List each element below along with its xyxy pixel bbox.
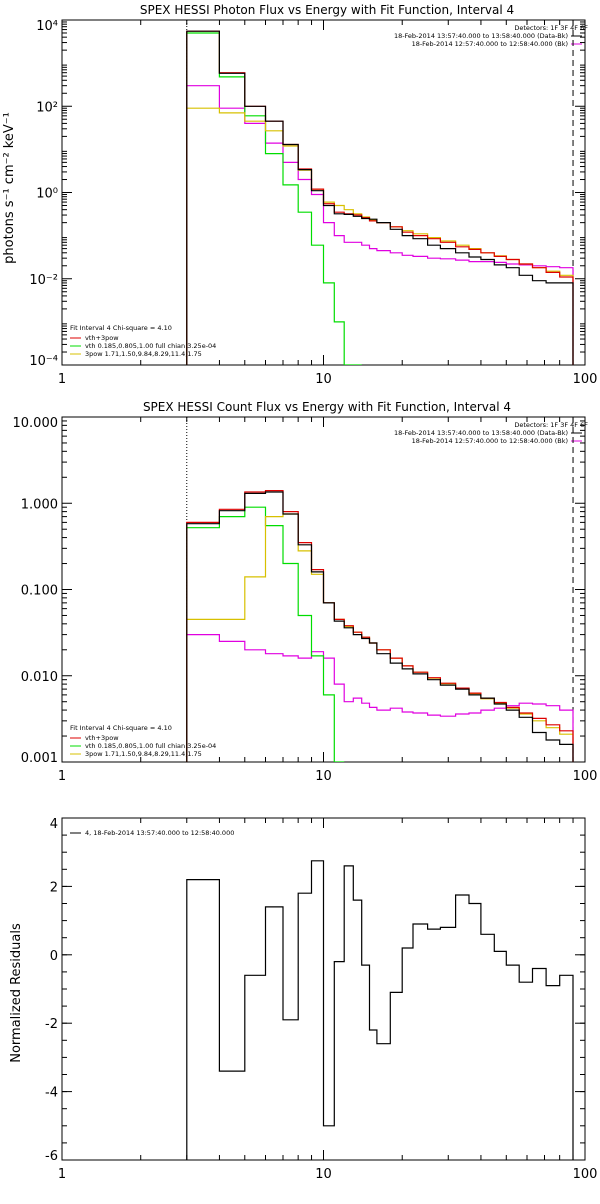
panel3-ytick-label: -6 (45, 1149, 58, 1164)
panel2-legend-data: 18-Feb-2014 13:57:40.000 to 13:58:40.000… (394, 429, 568, 437)
panel2-series-3pow (186, 513, 574, 762)
panel2-xtick-label: 1 (58, 769, 66, 784)
panel1-ytick-label: 10² (36, 100, 58, 115)
panel1-legend-data: 18-Feb-2014 13:57:40.000 to 13:58:40.000… (394, 32, 568, 40)
panel3-xtick-label: 10 (315, 1167, 332, 1182)
panel2-ytick-label: 0.100 (21, 584, 58, 599)
panel1-legend-detectors: Detectors: 1F 3F 4F 6F (514, 24, 588, 32)
panel1-ytick-label: 10⁰ (36, 187, 58, 202)
panel2-fit-entry-3: 3pow 1.71,1.50,9.84,8.29,11.4,1.75 (85, 750, 202, 758)
panel2-series-vth-3pow (186, 490, 574, 762)
panel3-ytick-label: -2 (45, 1017, 58, 1032)
panel1-series-data (186, 30, 574, 365)
panel2-ytick-label: 10.000 (13, 416, 59, 431)
panel1-fit-entry-3: 3pow 1.71,1.50,9.84,8.29,11.4,1.75 (85, 350, 202, 358)
panel3-ytick-label: -4 (45, 1086, 58, 1101)
panel3-ytick-label: 2 (50, 880, 58, 895)
panel1-ytick-label: 10⁻² (29, 273, 58, 288)
panel1-ylabel: photons s⁻¹ cm⁻² keV⁻¹ (2, 112, 17, 264)
panel2-legend-bk: 18-Feb-2014 12:57:40.000 to 12:58:40.000… (412, 437, 568, 445)
panel3-series-black (186, 860, 574, 1160)
panel2-fit-entry-2: vth 0.185,0.805,1.00 full chian 3.25e-04 (85, 742, 216, 750)
panel2-xtick-label: 10 (315, 769, 332, 784)
photon-flux-panel: SPEX HESSI Photon Flux vs Energy with Fi… (2, 3, 597, 387)
panel3-ytick-label: 0 (50, 949, 58, 964)
panel2-title: SPEX HESSI Count Flux vs Energy with Fit… (143, 400, 511, 414)
panel2-ytick-label: 0.010 (21, 670, 58, 685)
panel1-fit-header: Fit Interval 4 Chi-square = 4.10 (70, 324, 172, 332)
panel2-ytick-label: 0.001 (21, 751, 58, 766)
panel1-xtick-label: 100 (573, 372, 598, 387)
panel2-xtick-label: 100 (573, 769, 598, 784)
panel3-xtick-label: 1 (58, 1167, 66, 1182)
panel2-fit-entry-1: vth+3pow (85, 734, 119, 742)
panel1-fit-entry-2: vth 0.185,0.805,1.00 full chian 3.25e-04 (85, 342, 216, 350)
panel3-legend: 4, 18-Feb-2014 13:57:40.000 to 12:58:40.… (85, 829, 234, 837)
panel1-xtick-label: 1 (58, 372, 66, 387)
panel1-ytick-label: 10⁴ (36, 19, 58, 34)
panel2-series-magenta (186, 634, 574, 762)
panel2-ytick-label: 1.000 (21, 497, 58, 512)
panel1-title: SPEX HESSI Photon Flux vs Energy with Fi… (140, 3, 514, 17)
panel1-xtick-label: 10 (315, 372, 332, 387)
panel2-fit-header: Fit Interval 4 Chi-square = 4.10 (70, 724, 172, 732)
residuals-panel: Normalized Residuals 4, 18-Feb-2014 13:5… (9, 817, 597, 1182)
count-flux-panel: SPEX HESSI Count Flux vs Energy with Fit… (13, 400, 598, 784)
panel1-legend-bk: 18-Feb-2014 12:57:40.000 to 12:58:40.000… (412, 40, 568, 48)
panel1-series-3pow (186, 107, 574, 365)
panel2-legend-detectors: Detectors: 1F 3F 4F 6F (514, 421, 588, 429)
panel1-series-magenta (186, 85, 574, 365)
panel3-ylabel: Normalized Residuals (9, 923, 24, 1063)
panel3-xtick-label: 100 (573, 1167, 598, 1182)
panel3-ytick-label: 4 (50, 817, 58, 832)
panel2-series-data (186, 491, 574, 762)
panel1-ytick-label: 10⁻⁴ (29, 354, 58, 369)
panel1-series-vth (186, 32, 362, 365)
panel1-fit-entry-1: vth+3pow (85, 334, 119, 342)
